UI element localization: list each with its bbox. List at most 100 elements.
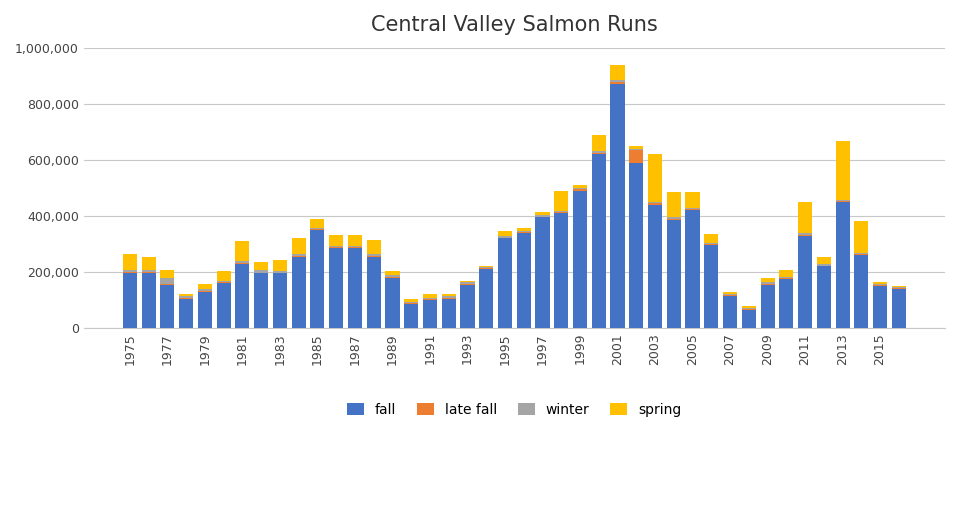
Bar xyxy=(498,231,512,236)
Bar xyxy=(461,285,474,328)
Bar xyxy=(611,81,625,82)
Bar xyxy=(442,297,456,298)
Bar xyxy=(160,270,175,278)
Bar xyxy=(873,286,887,328)
Bar xyxy=(198,291,212,292)
Bar xyxy=(367,257,381,328)
Bar xyxy=(273,274,287,328)
Bar xyxy=(385,277,399,278)
Bar xyxy=(817,264,830,266)
Bar xyxy=(591,154,606,328)
Bar xyxy=(854,254,869,255)
Bar xyxy=(835,202,850,328)
Bar xyxy=(611,82,625,84)
Bar xyxy=(273,271,287,272)
Bar xyxy=(404,299,419,302)
Bar xyxy=(292,237,305,254)
Bar xyxy=(180,297,193,298)
Bar xyxy=(760,282,775,284)
Bar xyxy=(667,220,681,328)
Bar xyxy=(554,191,568,211)
Bar xyxy=(705,244,718,245)
Bar xyxy=(235,263,250,264)
Bar xyxy=(423,293,437,298)
Bar xyxy=(142,272,156,273)
Bar xyxy=(479,268,493,269)
Bar xyxy=(629,146,643,149)
Bar xyxy=(705,243,718,244)
Bar xyxy=(142,270,156,272)
Bar xyxy=(160,278,175,284)
Bar xyxy=(573,188,587,189)
Bar xyxy=(180,299,193,328)
Bar xyxy=(310,228,324,229)
Bar xyxy=(685,208,700,209)
Bar xyxy=(198,284,212,289)
Bar xyxy=(310,229,324,230)
Bar xyxy=(198,292,212,328)
Bar xyxy=(235,260,250,263)
Bar xyxy=(854,255,869,328)
Bar xyxy=(292,257,305,328)
Bar xyxy=(892,289,906,328)
Bar xyxy=(348,247,362,248)
Bar xyxy=(817,266,830,328)
Bar xyxy=(780,277,793,278)
Bar xyxy=(723,296,737,328)
Bar xyxy=(648,202,662,203)
Bar xyxy=(217,271,230,281)
Bar xyxy=(873,282,887,284)
Bar xyxy=(835,141,850,200)
Title: Central Valley Salmon Runs: Central Valley Salmon Runs xyxy=(371,15,658,35)
Bar xyxy=(180,298,193,299)
Bar xyxy=(273,272,287,274)
Bar xyxy=(273,260,287,271)
Bar xyxy=(498,236,512,237)
Bar xyxy=(760,278,775,282)
Bar xyxy=(554,212,568,213)
Bar xyxy=(798,202,812,233)
Bar xyxy=(705,245,718,328)
Bar xyxy=(573,191,587,328)
Bar xyxy=(479,269,493,328)
Bar xyxy=(142,257,156,270)
Bar xyxy=(498,238,512,328)
Bar xyxy=(160,284,175,285)
Bar xyxy=(217,281,230,282)
Bar xyxy=(685,209,700,210)
Bar xyxy=(780,278,793,279)
Bar xyxy=(629,163,643,328)
Bar xyxy=(254,262,268,270)
Bar xyxy=(367,241,381,254)
Bar xyxy=(348,235,362,246)
Bar xyxy=(554,211,568,212)
Bar xyxy=(292,254,305,256)
Bar xyxy=(123,273,137,328)
Bar xyxy=(123,254,137,270)
Bar xyxy=(142,273,156,328)
Bar xyxy=(667,192,681,218)
Bar xyxy=(648,154,662,202)
Bar xyxy=(835,201,850,202)
Bar xyxy=(685,192,700,208)
Bar xyxy=(536,215,549,217)
Bar xyxy=(536,218,549,328)
Bar xyxy=(798,235,812,328)
Bar xyxy=(892,286,906,287)
Bar xyxy=(629,150,643,163)
Bar xyxy=(404,302,419,303)
Bar xyxy=(742,308,756,309)
Bar xyxy=(611,65,625,81)
Bar xyxy=(629,149,643,150)
Bar xyxy=(780,279,793,328)
Bar xyxy=(217,283,230,328)
Bar xyxy=(461,284,474,285)
Bar xyxy=(310,230,324,328)
Bar xyxy=(516,228,531,231)
Bar xyxy=(573,185,587,188)
Bar xyxy=(235,264,250,328)
Bar xyxy=(892,288,906,289)
Bar xyxy=(329,247,344,248)
Bar xyxy=(554,213,568,328)
Bar xyxy=(667,218,681,219)
